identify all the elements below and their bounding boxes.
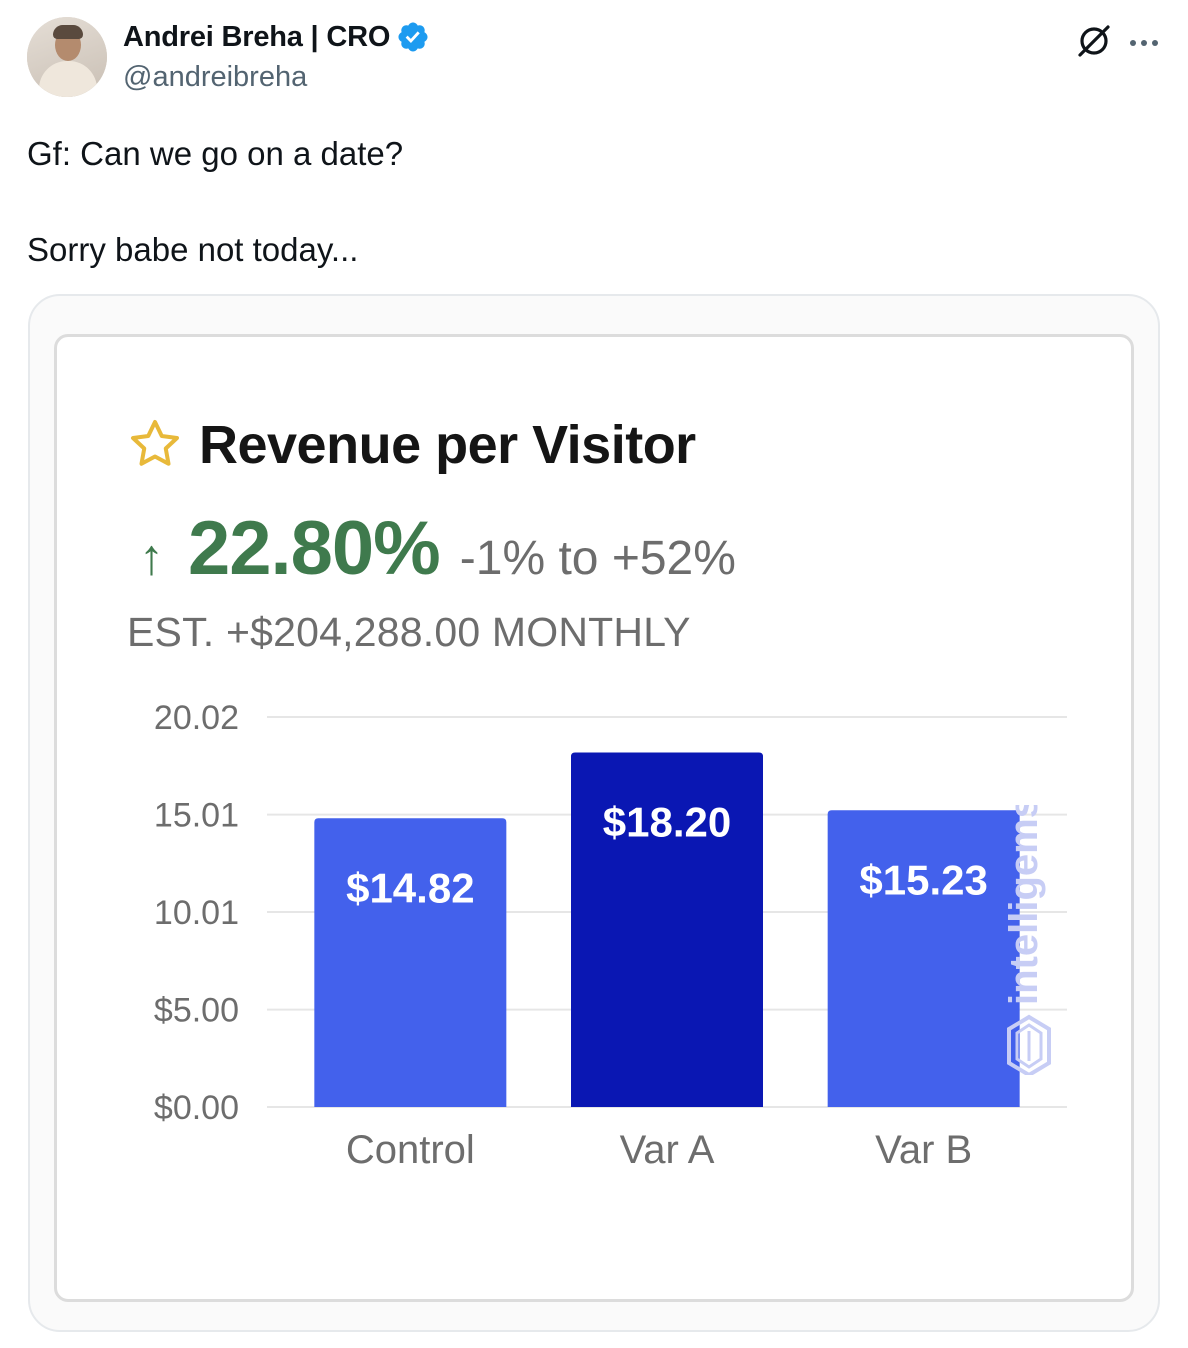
bar-value-label: $14.82 <box>346 864 474 911</box>
y-tick-label: 15.01 <box>154 797 239 835</box>
lift-percentage: 22.80% <box>188 506 441 591</box>
intelligems-watermark: intelligems <box>1002 805 1051 1075</box>
card-title: Revenue per Visitor <box>199 415 696 475</box>
more-options-icon[interactable] <box>1126 23 1162 59</box>
confidence-range: -1% to +52% <box>459 532 736 585</box>
tweet-line: Gf: Can we go on a date? <box>27 135 404 172</box>
monthly-estimate: EST. +$204,288.00 MONTHLY <box>127 609 691 655</box>
x-category-label: Control <box>346 1128 475 1172</box>
watermark-text: intelligems <box>1002 805 1046 1005</box>
lift-row: ↑ 22.80% -1% to +52% <box>139 505 736 591</box>
avatar[interactable] <box>27 17 107 97</box>
tweet-text: Gf: Can we go on a date? Sorry babe not … <box>27 130 1147 274</box>
star-icon <box>131 420 179 466</box>
x-category-label: Var B <box>875 1128 972 1172</box>
up-arrow-icon: ↑ <box>139 529 164 585</box>
intelligems-logo-icon <box>1007 1014 1051 1075</box>
tweet-line: Sorry babe not today... <box>27 231 359 268</box>
y-tick-label: $5.00 <box>154 992 239 1030</box>
bar-chart-svg: $0.00 $5.00 10.01 15.01 20.02 $14.82 Control $1… <box>154 699 1067 1172</box>
bar-chart: $0.00 $5.00 10.01 15.01 20.02 $14.82 Control $1… <box>107 697 1087 1217</box>
bar <box>314 818 507 1107</box>
x-category-label: Var A <box>620 1128 715 1172</box>
tweet-header: Andrei Breha | CRO @andreibreha <box>27 17 1162 101</box>
tweet-media[interactable]: Revenue per Visitor ↑ 22.80% -1% to +52%… <box>28 294 1160 1332</box>
y-tick-label: $0.00 <box>154 1089 239 1127</box>
author-name-row[interactable]: Andrei Breha | CRO <box>123 19 430 55</box>
y-tick-label: 10.01 <box>154 894 239 932</box>
author-handle[interactable]: @andreibreha <box>123 61 308 93</box>
metric-card: Revenue per Visitor ↑ 22.80% -1% to +52%… <box>54 334 1134 1302</box>
author-name[interactable]: Andrei Breha | CRO <box>123 20 391 53</box>
bar <box>827 810 1020 1107</box>
y-tick-label: 20.02 <box>154 699 239 737</box>
bar <box>571 752 763 1107</box>
bar-value-label: $15.23 <box>859 856 987 903</box>
grok-icon[interactable] <box>1074 21 1114 61</box>
card-title-row: Revenue per Visitor <box>125 415 696 475</box>
bar-value-label: $18.20 <box>603 798 731 845</box>
verified-badge-icon <box>398 22 428 52</box>
